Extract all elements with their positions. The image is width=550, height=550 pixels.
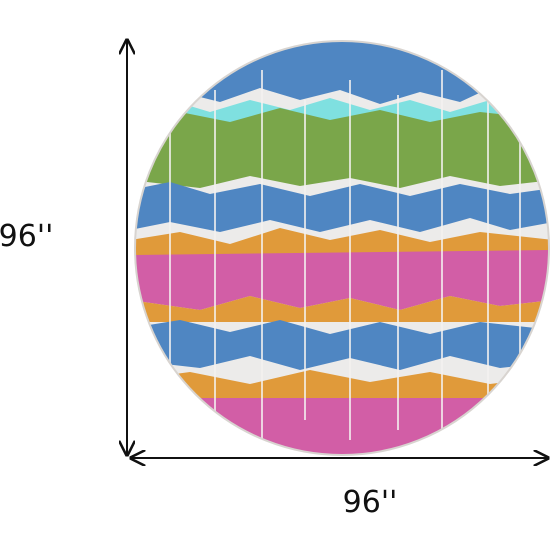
height-label: 96'' <box>0 219 53 254</box>
width-label: 96'' <box>343 485 398 520</box>
